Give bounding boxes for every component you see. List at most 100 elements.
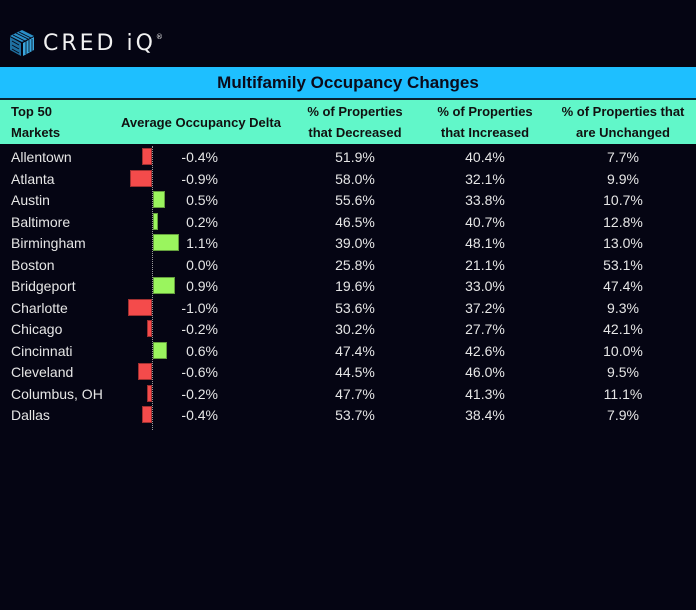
unchanged-cell: 10.7% [603, 192, 643, 208]
delta-value: 0.6% [186, 342, 218, 359]
header-market: Top 50 Markets [11, 104, 61, 140]
unchanged-cell: 11.1% [603, 385, 643, 402]
increased-cell: 32.1% [465, 170, 505, 187]
delta-bar-positive [153, 191, 165, 208]
table-row: Chicago -0.2% 30.2% 27.7% 42.1% [0, 318, 696, 340]
table-title: Multifamily Occupancy Changes [0, 67, 696, 100]
market-cell: Columbus, OH [11, 385, 103, 402]
unchanged-cell: 7.7% [607, 149, 639, 165]
delta-bar-negative [137, 363, 152, 380]
market-cell: Cleveland [11, 364, 74, 380]
delta-value: 1.1% [186, 235, 218, 251]
table-row: Cincinnati 0.6% 47.4% 42.6% 10.0% [0, 340, 696, 362]
increased-cell: 40.7% [465, 213, 505, 230]
unchanged-cell: 13.0% [603, 235, 643, 251]
table-row: Charlotte -1.0% 53.6% 37.2% 9.3% [0, 297, 696, 319]
delta-bar-positive [153, 234, 180, 251]
decreased-cell: 39.0% [335, 235, 375, 251]
decreased-cell: 19.6% [335, 278, 375, 294]
market-cell: Cincinnati [11, 342, 73, 359]
increased-cell: 33.0% [465, 278, 505, 294]
decreased-cell: 30.2% [335, 321, 375, 337]
delta-value: 0.0% [186, 256, 218, 273]
delta-value: -0.9% [181, 170, 218, 187]
increased-cell: 46.0% [465, 364, 505, 380]
table-row: Bridgeport 0.9% 19.6% 33.0% 47.4% [0, 275, 696, 297]
market-cell: Austin [11, 192, 50, 208]
table-row: Atlanta -0.9% 58.0% 32.1% 9.9% [0, 168, 696, 190]
market-cell: Atlanta [11, 170, 55, 187]
increased-cell: 27.7% [465, 321, 505, 337]
increased-cell: 33.8% [465, 192, 505, 208]
increased-cell: 38.4% [465, 407, 505, 423]
increased-cell: 37.2% [465, 299, 505, 316]
header-increased: % of Properties that Increased [437, 104, 533, 140]
table-row: Boston 0.0% 25.8% 21.1% 53.1% [0, 254, 696, 276]
table-row: Dallas -0.4% 53.7% 38.4% 7.9% [0, 404, 696, 426]
decreased-cell: 25.8% [335, 256, 375, 273]
header-delta: Average Occupancy Delta [121, 114, 281, 130]
delta-bar-negative [142, 406, 152, 423]
header-unchanged: % of Properties that are Unchanged [561, 104, 685, 140]
market-cell: Birmingham [11, 235, 86, 251]
delta-value: 0.5% [186, 192, 218, 208]
delta-bar-negative [142, 148, 152, 165]
delta-bar-positive [153, 341, 168, 359]
increased-cell: 40.4% [465, 149, 505, 165]
delta-bar-negative [128, 298, 152, 316]
table-row: Birmingham 1.1% 39.0% 48.1% 13.0% [0, 232, 696, 254]
delta-bar-negative [147, 384, 152, 402]
delta-value: -0.2% [181, 321, 218, 337]
delta-bar-positive [153, 277, 175, 294]
unchanged-cell: 7.9% [607, 407, 639, 423]
decreased-cell: 47.7% [335, 385, 375, 402]
brand-name: CRED iQ® [43, 30, 163, 56]
unchanged-cell: 53.1% [603, 256, 643, 273]
delta-bar-negative [147, 320, 152, 337]
delta-value: -0.4% [181, 149, 218, 165]
delta-bar-negative [130, 169, 152, 187]
market-cell: Boston [11, 256, 55, 273]
unchanged-cell: 10.0% [603, 342, 643, 359]
table-header: Top 50 Markets Average Occupancy Delta % … [0, 100, 696, 144]
decreased-cell: 53.6% [335, 299, 375, 316]
market-cell: Bridgeport [11, 278, 76, 294]
delta-value: 0.9% [186, 278, 218, 294]
market-cell: Allentown [11, 149, 72, 165]
unchanged-cell: 9.9% [607, 170, 639, 187]
increased-cell: 41.3% [465, 385, 505, 402]
delta-zero-axis [152, 146, 153, 430]
unchanged-cell: 9.3% [607, 299, 639, 316]
decreased-cell: 46.5% [335, 213, 375, 230]
decreased-cell: 47.4% [335, 342, 375, 359]
market-cell: Dallas [11, 407, 50, 423]
unchanged-cell: 9.5% [607, 364, 639, 380]
unchanged-cell: 12.8% [603, 213, 643, 230]
delta-value: -0.2% [181, 385, 218, 402]
decreased-cell: 58.0% [335, 170, 375, 187]
delta-value: -0.4% [181, 407, 218, 423]
market-cell: Baltimore [11, 213, 71, 230]
increased-cell: 21.1% [465, 256, 505, 273]
market-cell: Chicago [11, 321, 63, 337]
table-row: Cleveland -0.6% 44.5% 46.0% 9.5% [0, 361, 696, 383]
brand-logo: CRED iQ® [9, 29, 163, 57]
decreased-cell: 55.6% [335, 192, 375, 208]
delta-value: -0.6% [181, 364, 218, 380]
delta-bar-positive [153, 212, 158, 230]
cube-icon [10, 30, 34, 56]
header-decreased: % of Properties that Decreased [307, 104, 403, 140]
table-row: Columbus, OH -0.2% 47.7% 41.3% 11.1% [0, 383, 696, 405]
decreased-cell: 51.9% [335, 149, 375, 165]
table-row: Allentown -0.4% 51.9% 40.4% 7.7% [0, 146, 696, 168]
unchanged-cell: 47.4% [603, 278, 643, 294]
table-row: Baltimore 0.2% 46.5% 40.7% 12.8% [0, 211, 696, 233]
increased-cell: 48.1% [465, 235, 505, 251]
unchanged-cell: 42.1% [603, 321, 643, 337]
delta-value: 0.2% [186, 213, 218, 230]
table-row: Austin 0.5% 55.6% 33.8% 10.7% [0, 189, 696, 211]
decreased-cell: 53.7% [335, 407, 375, 423]
market-cell: Charlotte [11, 299, 68, 316]
decreased-cell: 44.5% [335, 364, 375, 380]
table-body: Allentown -0.4% 51.9% 40.4% 7.7% Atlanta -0.9%… [0, 146, 696, 426]
